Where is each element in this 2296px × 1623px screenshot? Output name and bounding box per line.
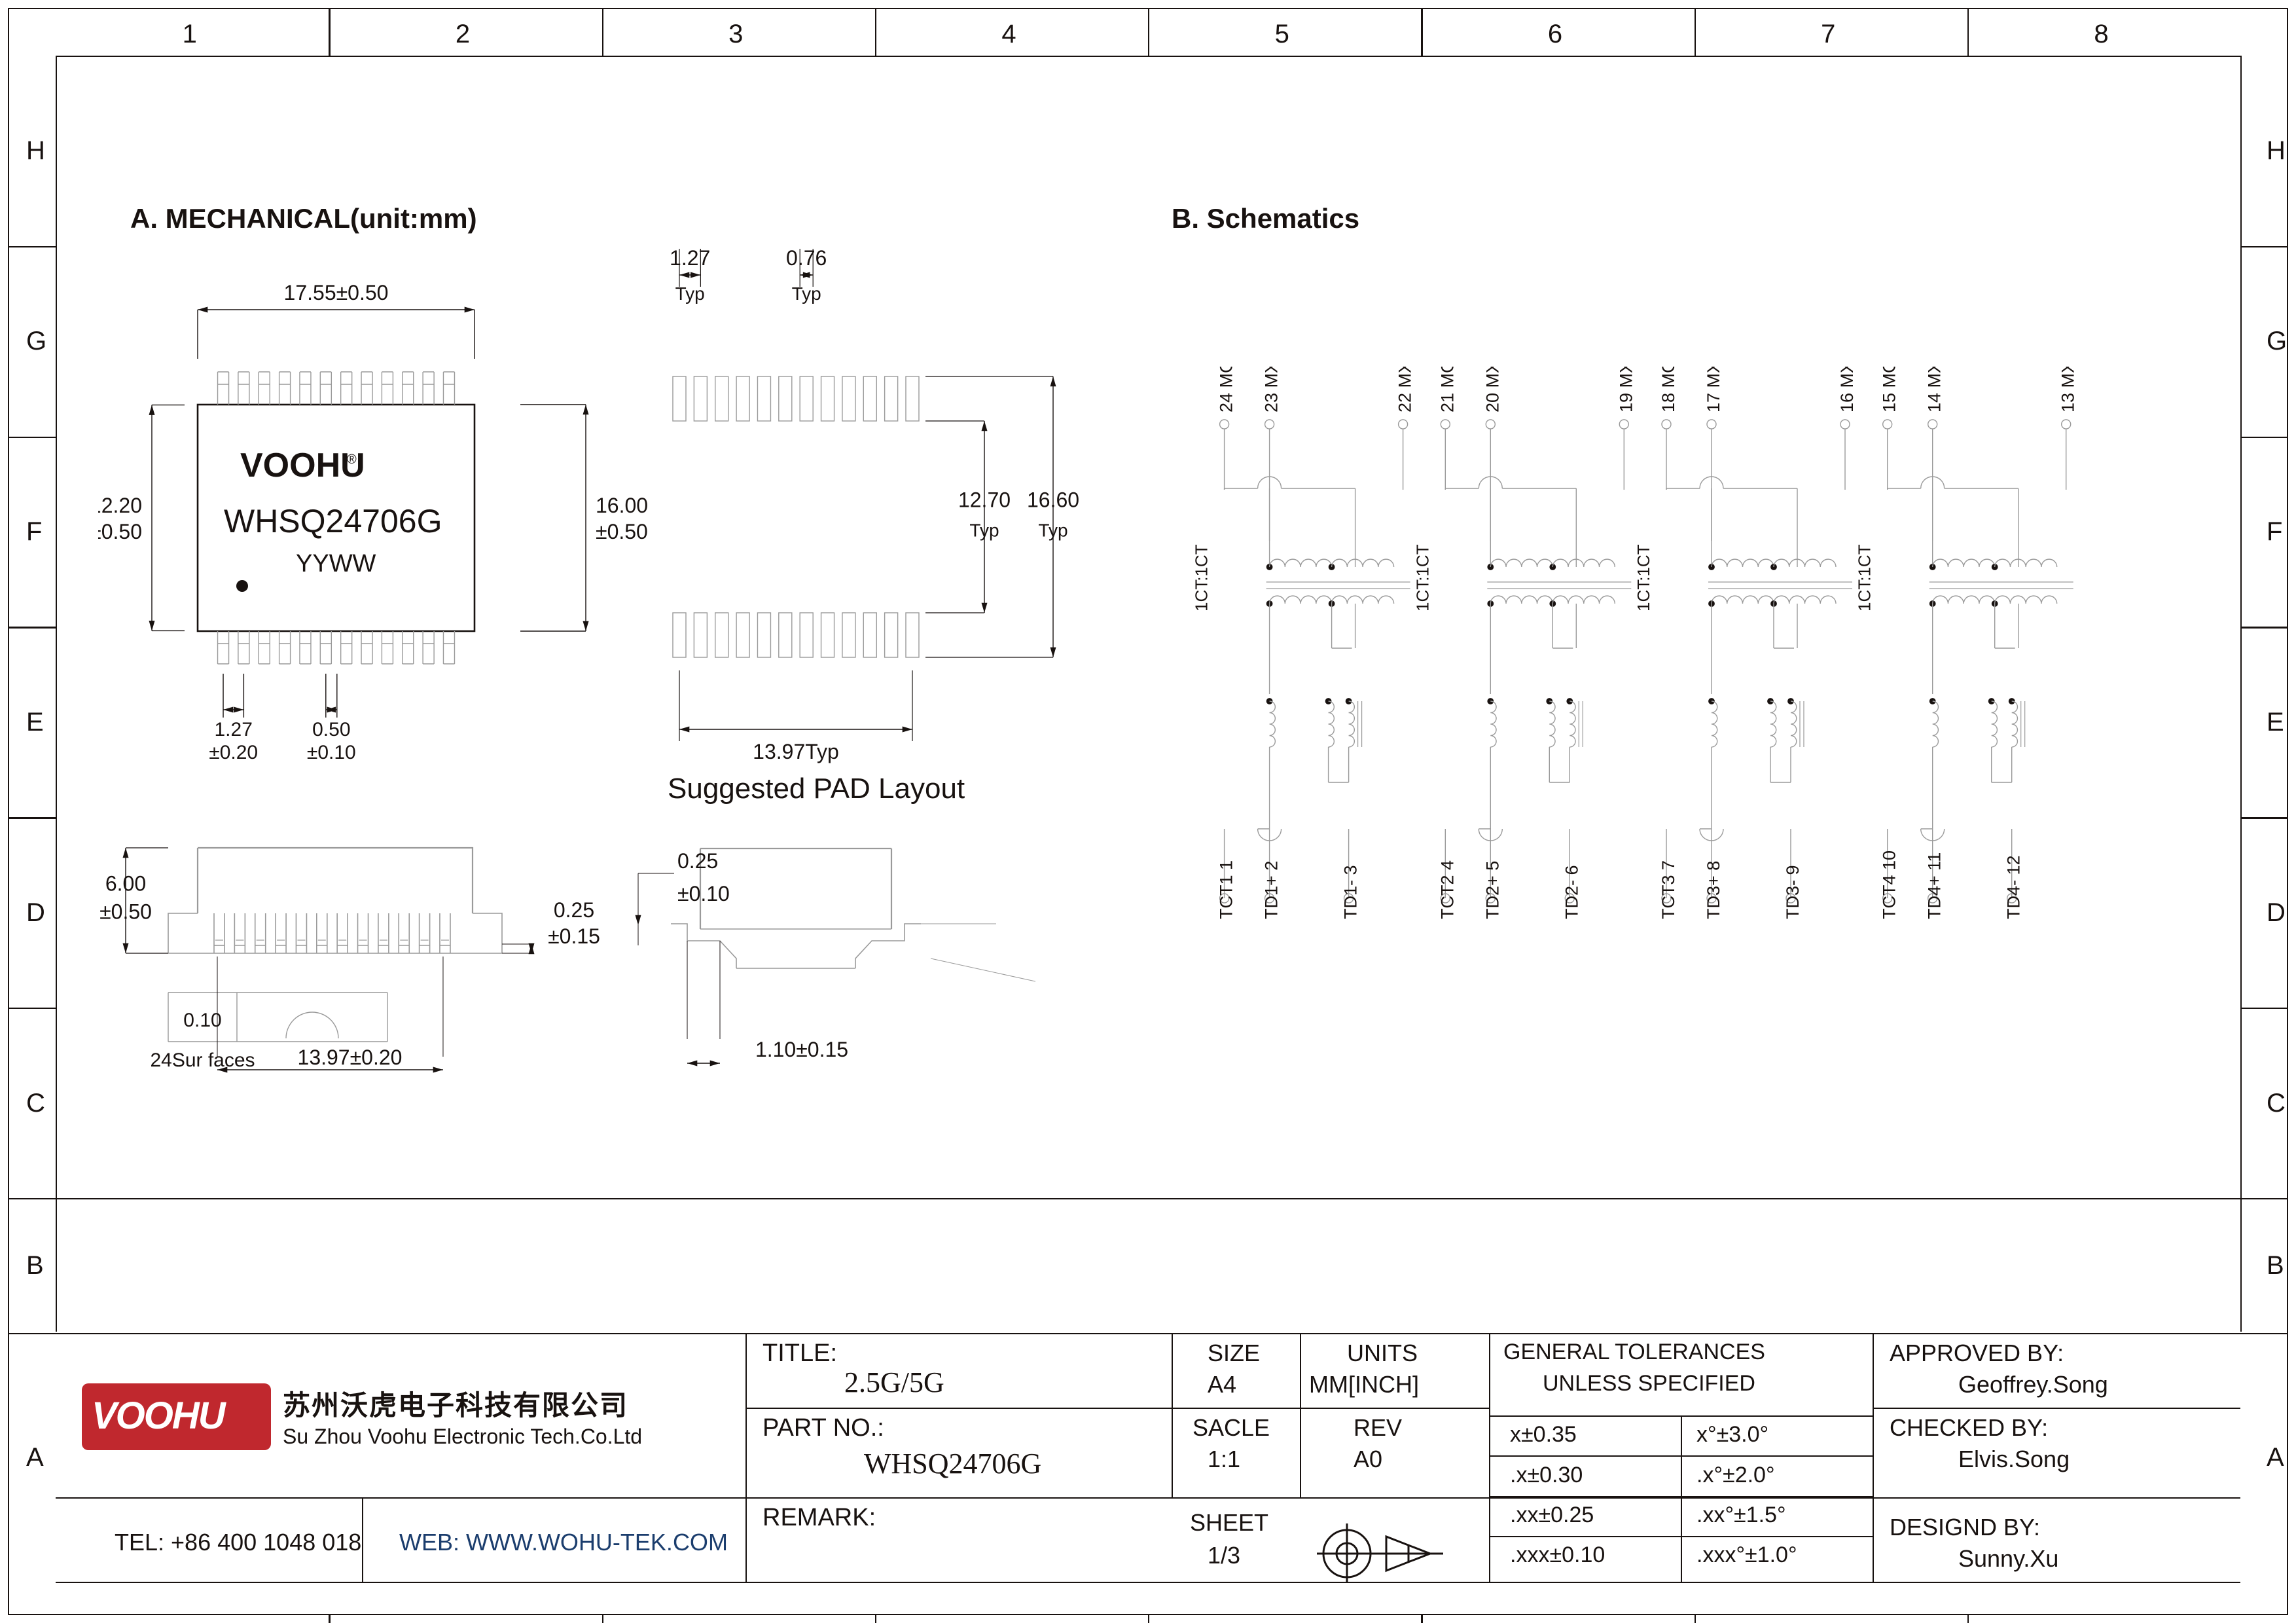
svg-text:®: ® bbox=[347, 452, 357, 467]
svg-text:18 MCT3: 18 MCT3 bbox=[1659, 367, 1678, 412]
svg-text:TCT4 10: TCT4 10 bbox=[1880, 850, 1899, 919]
svg-text:±0.10: ±0.10 bbox=[677, 882, 730, 905]
svg-text:±0.15: ±0.15 bbox=[548, 924, 600, 948]
svg-text:1CT:1CT: 1CT:1CT bbox=[1412, 544, 1432, 611]
svg-text:1CT:1CT: 1CT:1CT bbox=[1634, 544, 1653, 611]
svg-text:13 MX4-: 13 MX4- bbox=[2058, 367, 2078, 412]
svg-text:15 MCT4: 15 MCT4 bbox=[1880, 367, 1899, 412]
svg-text:±0.10: ±0.10 bbox=[307, 742, 356, 763]
svg-text:13.97Typ: 13.97Typ bbox=[753, 740, 839, 763]
svg-text:Typ: Typ bbox=[969, 520, 999, 541]
svg-text:23 MX1+: 23 MX1+ bbox=[1262, 367, 1282, 412]
svg-text:TCT1 1: TCT1 1 bbox=[1217, 860, 1236, 919]
svg-text:6.00: 6.00 bbox=[105, 872, 146, 896]
svg-text:TCT3 7: TCT3 7 bbox=[1659, 860, 1678, 919]
svg-text:13.97±0.20: 13.97±0.20 bbox=[298, 1046, 403, 1069]
svg-text:16.00: 16.00 bbox=[596, 494, 648, 517]
svg-text:12.20: 12.20 bbox=[98, 494, 142, 517]
svg-text:16.60: 16.60 bbox=[1027, 488, 1079, 512]
svg-text:VOOHU: VOOHU bbox=[92, 1396, 227, 1437]
svg-text:16 MX3-: 16 MX3- bbox=[1837, 367, 1857, 412]
svg-text:0.25: 0.25 bbox=[554, 898, 594, 922]
svg-text:Typ: Typ bbox=[1038, 520, 1067, 541]
svg-text:±0.50: ±0.50 bbox=[99, 900, 152, 924]
svg-text:Typ: Typ bbox=[792, 283, 821, 304]
svg-text:21 MCT2: 21 MCT2 bbox=[1437, 367, 1457, 412]
svg-text:TCT2 4: TCT2 4 bbox=[1437, 860, 1457, 919]
svg-text:12.70: 12.70 bbox=[958, 488, 1011, 512]
svg-text:1CT:1CT: 1CT:1CT bbox=[1192, 544, 1211, 611]
svg-text:TD3+ 8: TD3+ 8 bbox=[1704, 861, 1723, 919]
svg-text:0.76: 0.76 bbox=[786, 249, 827, 270]
svg-text:0.50: 0.50 bbox=[312, 719, 350, 740]
svg-text:0.10: 0.10 bbox=[183, 1010, 221, 1031]
svg-text:1CT:1CT: 1CT:1CT bbox=[1855, 544, 1874, 611]
svg-text:TD1- 3: TD1- 3 bbox=[1341, 865, 1361, 919]
svg-text:1.27: 1.27 bbox=[670, 249, 710, 270]
svg-text:24 MCT1: 24 MCT1 bbox=[1217, 367, 1236, 412]
svg-text:24Sur faces: 24Sur faces bbox=[150, 1049, 255, 1071]
svg-text:YYWW: YYWW bbox=[296, 550, 376, 577]
svg-text:TD1+ 2: TD1+ 2 bbox=[1262, 861, 1282, 919]
svg-text:20 MX2+: 20 MX2+ bbox=[1482, 367, 1502, 412]
svg-text:WHSQ24706G: WHSQ24706G bbox=[224, 503, 442, 539]
svg-text:1.27: 1.27 bbox=[215, 719, 253, 740]
svg-text:Typ: Typ bbox=[675, 283, 705, 304]
svg-text:17 MX3+: 17 MX3+ bbox=[1704, 367, 1723, 412]
svg-text:19 MX2-: 19 MX2- bbox=[1616, 367, 1636, 412]
svg-text:17.55±0.50: 17.55±0.50 bbox=[284, 281, 389, 304]
svg-text:0.25: 0.25 bbox=[677, 849, 718, 873]
svg-text:TD2+ 5: TD2+ 5 bbox=[1482, 861, 1502, 919]
svg-text:TD4- 12: TD4- 12 bbox=[2004, 855, 2024, 919]
svg-text:±0.50: ±0.50 bbox=[98, 520, 142, 543]
svg-text:TD2- 6: TD2- 6 bbox=[1562, 865, 1581, 919]
svg-text:1.10±0.15: 1.10±0.15 bbox=[755, 1038, 848, 1061]
svg-text:±0.50: ±0.50 bbox=[596, 520, 648, 543]
svg-text:22 MX1-: 22 MX1- bbox=[1395, 367, 1415, 412]
svg-text:TD3- 9: TD3- 9 bbox=[1783, 865, 1803, 919]
svg-text:±0.20: ±0.20 bbox=[209, 742, 258, 763]
svg-text:14 MX4+: 14 MX4+ bbox=[1925, 367, 1945, 412]
svg-text:TD4+ 11: TD4+ 11 bbox=[1925, 852, 1945, 919]
